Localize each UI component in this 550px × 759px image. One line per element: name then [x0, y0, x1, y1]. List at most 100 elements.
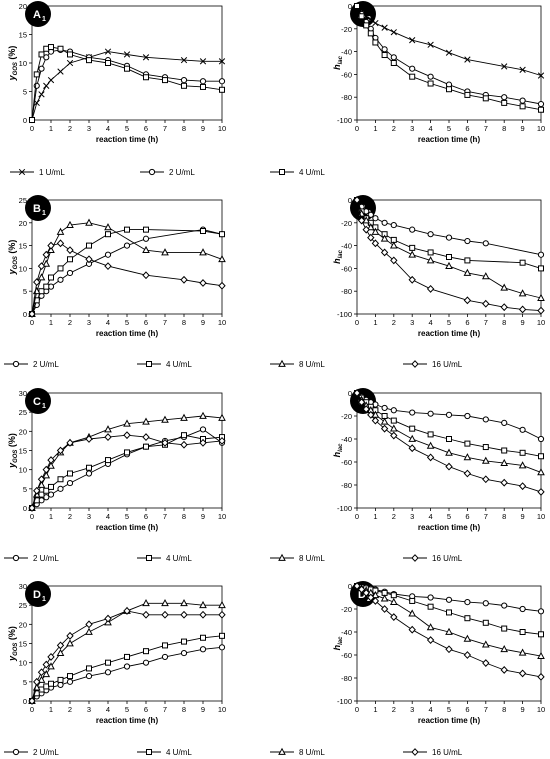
legend-marker — [148, 168, 156, 176]
data-point — [33, 486, 41, 495]
data-point — [143, 74, 149, 81]
data-point — [500, 303, 508, 312]
x-tick-label: 4 — [106, 705, 110, 714]
series-2-u-ml — [353, 196, 545, 258]
data-point — [537, 293, 545, 301]
data-point — [501, 419, 508, 426]
x-tick-label: 5 — [125, 318, 129, 327]
x-tick-label: 3 — [87, 318, 91, 327]
chart-b2: B2-100-80-60-40-200012345678910reaction … — [332, 195, 545, 338]
data-point — [162, 642, 168, 649]
data-point — [37, 675, 46, 683]
data-point — [409, 244, 416, 251]
data-point — [390, 592, 397, 599]
data-point — [408, 444, 416, 453]
data-point — [408, 250, 417, 258]
legend-a: 1 U/mL 2 U/mL 4 U/mL — [10, 168, 325, 177]
data-point — [56, 648, 65, 656]
data-point — [537, 72, 545, 79]
y-axis-label: hlac — [332, 55, 344, 70]
data-point — [85, 672, 93, 680]
series-16-u-ml — [353, 196, 545, 315]
data-point — [57, 676, 64, 683]
series-16-u-ml — [353, 582, 545, 681]
data-point — [519, 103, 526, 110]
data-point — [464, 615, 471, 622]
data-point — [445, 596, 453, 603]
y-tick-label: -40 — [341, 48, 352, 57]
x-tick-label: 3 — [410, 318, 414, 327]
data-point — [372, 19, 379, 27]
x-tick-label: 2 — [68, 705, 72, 714]
data-point — [464, 599, 471, 606]
data-point — [481, 456, 490, 464]
data-point — [501, 94, 508, 101]
y-tick-label: -100 — [337, 504, 352, 513]
x-tick-label: 10 — [218, 318, 226, 327]
data-point — [381, 52, 388, 59]
y-tick-label: 0 — [348, 196, 352, 205]
data-point — [57, 485, 64, 492]
y-tick-label: 20 — [19, 219, 27, 228]
data-point — [47, 461, 55, 469]
x-tick-label: 0 — [355, 705, 359, 714]
data-point — [537, 672, 545, 681]
x-tick-label: 1 — [49, 705, 53, 714]
legend-label: 2 U/mL — [169, 168, 195, 177]
y-tick-label: 0 — [23, 504, 27, 513]
panel-label-sub: 1 — [42, 210, 46, 217]
data-point — [518, 648, 527, 656]
x-tick-label: 1 — [373, 512, 377, 521]
x-tick-label: 10 — [218, 124, 226, 133]
y-tick-label: 0 — [23, 697, 27, 706]
data-point — [501, 625, 508, 632]
data-point — [38, 65, 45, 72]
data-point — [389, 424, 398, 432]
data-point — [482, 444, 489, 451]
x-tick-label: 7 — [484, 318, 488, 327]
data-point — [362, 405, 370, 414]
data-point — [446, 254, 452, 260]
legend-marker — [278, 747, 286, 755]
y-tick-label: 20 — [19, 2, 27, 11]
data-point — [181, 638, 187, 645]
data-point — [519, 66, 526, 73]
data-point — [199, 279, 207, 287]
data-point — [500, 666, 508, 674]
x-tick-label: 1 — [49, 318, 53, 327]
x-tick-label: 2 — [392, 318, 396, 327]
data-point — [367, 410, 375, 419]
data-point — [57, 45, 64, 52]
data-point — [123, 242, 131, 249]
data-point — [161, 248, 169, 256]
x-tick-label: 7 — [484, 512, 488, 521]
data-point — [408, 609, 417, 617]
data-point — [199, 426, 207, 433]
data-point — [86, 665, 92, 672]
x-tick-label: 9 — [521, 318, 525, 327]
x-tick-label: 6 — [144, 124, 148, 133]
data-point — [66, 220, 74, 228]
data-point — [371, 597, 380, 605]
data-point — [180, 649, 188, 657]
data-point — [426, 623, 435, 631]
data-point — [29, 117, 35, 123]
data-point — [38, 91, 45, 98]
data-point — [501, 447, 508, 454]
data-point — [358, 13, 365, 20]
data-point — [66, 479, 74, 487]
data-point — [162, 77, 168, 84]
data-point — [48, 483, 54, 490]
legend-marker — [278, 359, 286, 367]
data-point — [390, 29, 397, 36]
data-point — [28, 504, 36, 512]
x-tick-label: 10 — [537, 318, 545, 327]
x-tick-label: 0 — [30, 512, 34, 521]
panel-label-sub: 1 — [42, 596, 46, 603]
x-tick-label: 4 — [429, 512, 433, 521]
data-point — [464, 440, 471, 447]
y-tick-label: 5 — [23, 678, 27, 687]
data-point — [124, 65, 130, 72]
x-tick-label: 8 — [182, 705, 186, 714]
